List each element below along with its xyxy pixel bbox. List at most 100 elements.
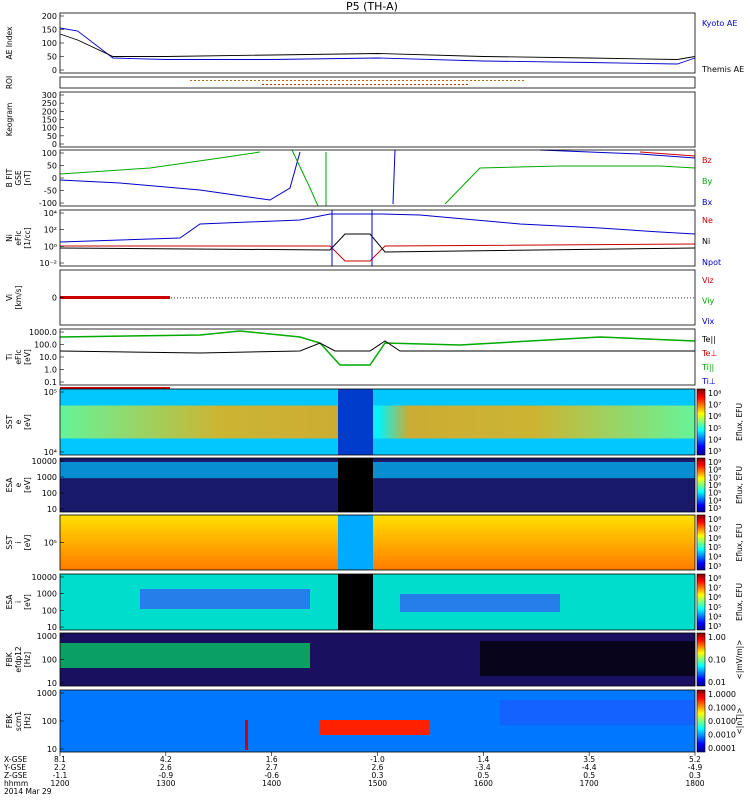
roi-dot	[210, 80, 212, 81]
y-tick-label: 300	[42, 91, 57, 100]
colorbar-tick-label: 10⁵	[708, 489, 721, 498]
zero-dot	[348, 297, 349, 299]
y-tick-label: 1000.0	[29, 328, 57, 337]
roi-dot	[370, 80, 372, 81]
zero-dot	[693, 297, 694, 299]
zero-dot	[375, 297, 376, 299]
zero-dot	[462, 297, 463, 299]
y-tick-label: 1000	[37, 689, 57, 698]
zero-dot	[555, 297, 556, 299]
zero-dot	[549, 297, 550, 299]
roi-dot	[402, 84, 404, 85]
colorbar-tick-label: 10⁴	[708, 496, 721, 505]
y-tick-label: 10⁵	[44, 539, 57, 548]
y-axis-label: [1/cc]	[23, 227, 32, 248]
legend-entry: Te⊥	[701, 349, 717, 358]
zero-dot	[429, 297, 430, 299]
by-line-4	[444, 165, 696, 205]
roi-dot	[438, 80, 440, 81]
roi-dot	[490, 80, 492, 81]
zero-dot	[321, 297, 322, 299]
y-tick-label: -50	[44, 187, 57, 196]
zero-dot	[411, 297, 412, 299]
zero-dot	[414, 297, 415, 299]
roi-dot	[382, 84, 384, 85]
roi-dot	[346, 80, 348, 81]
legend-entry: Ne	[702, 216, 713, 225]
legend-entry: Kyoto AE	[702, 19, 737, 28]
colorbar-tick-label: 10³	[708, 447, 721, 456]
roi-dot	[250, 80, 252, 81]
roi-dot	[450, 84, 452, 85]
zero-dot	[228, 297, 229, 299]
zero-dot	[345, 297, 346, 299]
roi-dot	[438, 84, 440, 85]
roi-dot	[454, 80, 456, 81]
roi-dot	[230, 80, 232, 81]
zero-dot	[603, 297, 604, 299]
roi-dot	[414, 84, 416, 85]
roi-dot	[466, 84, 468, 85]
x-tick-label: -1.1	[53, 771, 68, 780]
zero-dot	[468, 297, 469, 299]
zero-dot	[624, 297, 625, 299]
roi-dot	[362, 84, 364, 85]
x-row-label: X-GSE	[4, 755, 27, 764]
y-tick-label: 10⁴	[44, 209, 57, 218]
roi-dot	[242, 80, 244, 81]
zero-dot	[447, 297, 448, 299]
y-axis-label: AE Index	[5, 26, 14, 59]
roi-dot	[494, 80, 496, 81]
roi-dot	[302, 80, 304, 81]
legend-entry: Bx	[702, 198, 712, 207]
viz-segment	[60, 296, 170, 299]
zero-dot	[438, 297, 439, 299]
colorbar-esa_e	[696, 457, 706, 513]
colorbar-label: <|nT|>	[735, 708, 744, 735]
roi-dot	[518, 80, 520, 81]
zero-dot	[540, 297, 541, 299]
roi-dot	[334, 84, 336, 85]
fbk-e-band	[60, 643, 310, 668]
colorbar-label: Eflux, EFU	[735, 466, 744, 504]
zero-dot	[333, 297, 334, 299]
roi-dot	[306, 84, 308, 85]
roi-dot	[394, 80, 396, 81]
zero-dot	[267, 297, 268, 299]
zero-dot	[297, 297, 298, 299]
legend-entry: Te||	[701, 335, 716, 344]
zero-dot	[636, 297, 637, 299]
zero-dot	[303, 297, 304, 299]
colorbar-tick-label: 10⁶	[708, 534, 721, 543]
zero-dot	[261, 297, 262, 299]
x-tick-label: 1400	[262, 779, 281, 788]
roi-dot	[406, 80, 408, 81]
ni-line	[59, 233, 696, 253]
zero-dot	[177, 297, 178, 299]
npot-line	[59, 213, 696, 243]
y-axis-label: [Hz]	[23, 713, 32, 729]
x-tick-label: 2.7	[266, 763, 278, 772]
x-tick-label: -3.4	[476, 763, 491, 772]
panel-frame	[59, 149, 696, 207]
x-tick-label: 3.5	[583, 755, 595, 764]
panel-velocity: 0 Vi [km/s] Viz Viy Vix	[5, 269, 715, 326]
roi-dot	[254, 80, 256, 81]
zero-dot	[192, 297, 193, 299]
panel-frame	[59, 91, 696, 148]
colorbar-label: Eflux, EFU	[735, 403, 744, 441]
y-axis-label: [eV]	[23, 414, 32, 430]
legend-entry: Themis AE	[701, 65, 744, 74]
by-line	[59, 151, 261, 175]
zero-dot	[249, 297, 250, 299]
zero-dot	[579, 297, 580, 299]
zero-dot	[270, 297, 271, 299]
roi-dot	[258, 80, 260, 81]
x-row-label: Z-GSE	[4, 771, 28, 780]
zero-dot	[645, 297, 646, 299]
colorbar-tick-label: 0.0010	[708, 731, 736, 740]
zero-dot	[510, 297, 511, 299]
roi-dot	[458, 84, 460, 85]
